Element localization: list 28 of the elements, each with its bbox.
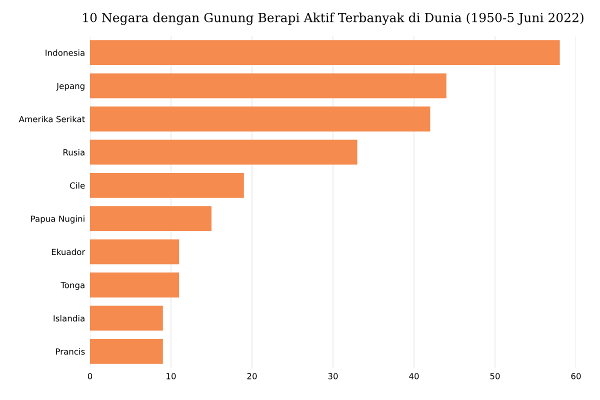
- x-tick-label: 30: [328, 373, 338, 380]
- y-tick-label: Rusia: [63, 149, 84, 156]
- y-tick-label: Papua Nugini: [31, 215, 84, 224]
- x-tick-label: 10: [166, 373, 176, 380]
- x-tick-label: 60: [571, 373, 581, 380]
- bar: [90, 140, 358, 165]
- bar: [90, 306, 163, 331]
- y-tick-label: Amerika Serikat: [18, 116, 85, 122]
- y-tick-label: Jepang: [56, 82, 84, 91]
- bar: [90, 338, 163, 364]
- y-tick-label: Islandia: [54, 315, 84, 322]
- bar: [90, 73, 446, 98]
- bar: [90, 206, 212, 232]
- bar: [90, 106, 430, 132]
- x-tick-label: 40: [409, 373, 419, 380]
- x-tick-label: 20: [247, 373, 257, 380]
- x-tick-label: 0: [88, 373, 92, 380]
- chart-title: 10 Negara dengan Gunung Berapi Aktif Terbanyak di Dunia (1950-5 Juni 2022): [83, 12, 584, 25]
- y-tick-label: Prancis: [56, 348, 85, 355]
- y-tick-label: Indonesia: [46, 49, 84, 56]
- bar: [90, 239, 180, 264]
- bar: [90, 40, 560, 66]
- y-tick-label: Tonga: [60, 282, 84, 290]
- y-tick-label: Ekuador: [52, 248, 86, 256]
- y-tick-label: Cile: [70, 182, 85, 189]
- x-tick-label: 50: [490, 373, 500, 380]
- bar: [90, 172, 244, 198]
- bar: [90, 272, 180, 298]
